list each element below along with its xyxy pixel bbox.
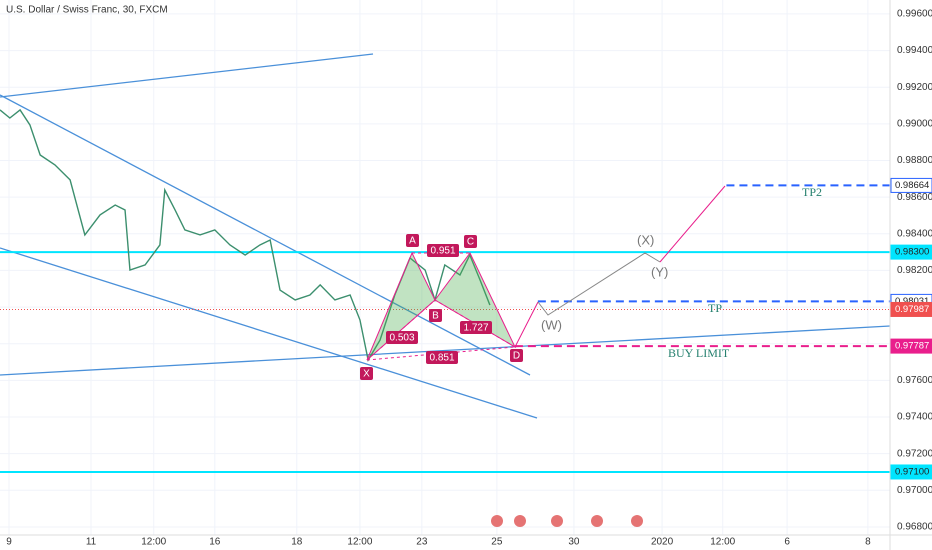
level-label: 0.97787 [895, 341, 929, 352]
trend-line [0, 325, 891, 376]
harmonic-pattern [366, 251, 517, 361]
event-icon [491, 515, 503, 527]
y-tick-label: 0.97200 [897, 448, 932, 459]
pattern-labels: X A B C D 0.503 0.951 1.727 0.851 [360, 234, 523, 380]
pattern-xab [366, 251, 436, 361]
x-tick-label: 12:00 [141, 537, 166, 548]
x-tick-label: 23 [416, 537, 428, 548]
note: TP [708, 301, 722, 315]
point-label: B [432, 311, 439, 322]
level-label: 0.98664 [895, 180, 929, 191]
level-box [890, 301, 932, 317]
wave-label: (W) [541, 317, 562, 332]
x-tick-label: 25 [491, 537, 503, 548]
y-tick-label: 0.98600 [897, 192, 932, 203]
level-box [890, 464, 932, 480]
level-label: 0.97100 [895, 466, 929, 477]
x-tick-label: 6 [784, 537, 790, 548]
projection-line [514, 301, 539, 348]
x-tick-label: 8 [865, 537, 871, 548]
level-box [890, 177, 932, 193]
grid [0, 0, 890, 535]
trend-lines [0, 53, 891, 419]
trend-line [0, 247, 538, 419]
y-tick-label: 0.96800 [897, 522, 932, 533]
y-tick-label: 0.98200 [897, 265, 932, 276]
projection-line [659, 185, 726, 263]
ratio-label: 1.727 [463, 323, 488, 334]
wave-label: (X) [637, 232, 654, 247]
projection [514, 185, 726, 348]
x-tick-label: 9 [6, 537, 12, 548]
point-label: A [409, 236, 416, 247]
y-tick-label: 0.97000 [897, 485, 932, 496]
level-label: 0.98031 [895, 296, 929, 307]
point-label: C [467, 237, 474, 248]
level-label: 0.98300 [895, 247, 929, 258]
projection-line [537, 252, 661, 316]
y-tick-label: 0.99600 [897, 9, 932, 20]
event-icon [591, 515, 603, 527]
trend-line [0, 53, 374, 98]
level-box [890, 244, 932, 260]
level-box [890, 338, 932, 354]
y-tick-label: 0.99400 [897, 45, 932, 56]
event-icon [631, 515, 643, 527]
level-label: 0.97987 [895, 304, 929, 315]
x-tick-label: 18 [291, 537, 303, 548]
price-line [0, 108, 491, 362]
ratio-label: 0.951 [430, 246, 455, 257]
event-icons [491, 515, 643, 527]
y-tick-label: 0.99000 [897, 118, 932, 129]
x-tick-label: 12:00 [347, 537, 372, 548]
y-tick-label: 0.99200 [897, 82, 932, 93]
trend-line [0, 94, 531, 376]
price [0, 108, 491, 362]
note: TP2 [802, 185, 822, 199]
y-tick-label: 0.97400 [897, 412, 932, 423]
chart-title: U.S. Dollar / Swiss Franc, 30, FXCM [6, 5, 168, 16]
ratio-label: 0.851 [429, 353, 454, 364]
event-icon [551, 515, 563, 527]
y-tick-label: 0.98400 [897, 228, 932, 239]
x-tick-label: 12:00 [710, 537, 735, 548]
y-tick-label: 0.98800 [897, 155, 932, 166]
x-tick-label: 30 [568, 537, 580, 548]
x-tick-label: 16 [209, 537, 221, 548]
levels [0, 184, 890, 473]
note: BUY LIMIT [668, 346, 730, 360]
x-tick-label: 11 [86, 537, 97, 548]
wave-label: (Y) [651, 264, 668, 279]
point-label: D [513, 351, 520, 362]
ratio-label: 0.503 [389, 333, 414, 344]
x-tick-label: 2020 [651, 537, 674, 548]
point-label: X [363, 369, 370, 380]
annotations: (W) (X) (Y) TP2 TP BUY LIMIT [541, 185, 822, 360]
event-icon [514, 515, 526, 527]
y-tick-label: 0.97600 [897, 375, 932, 386]
